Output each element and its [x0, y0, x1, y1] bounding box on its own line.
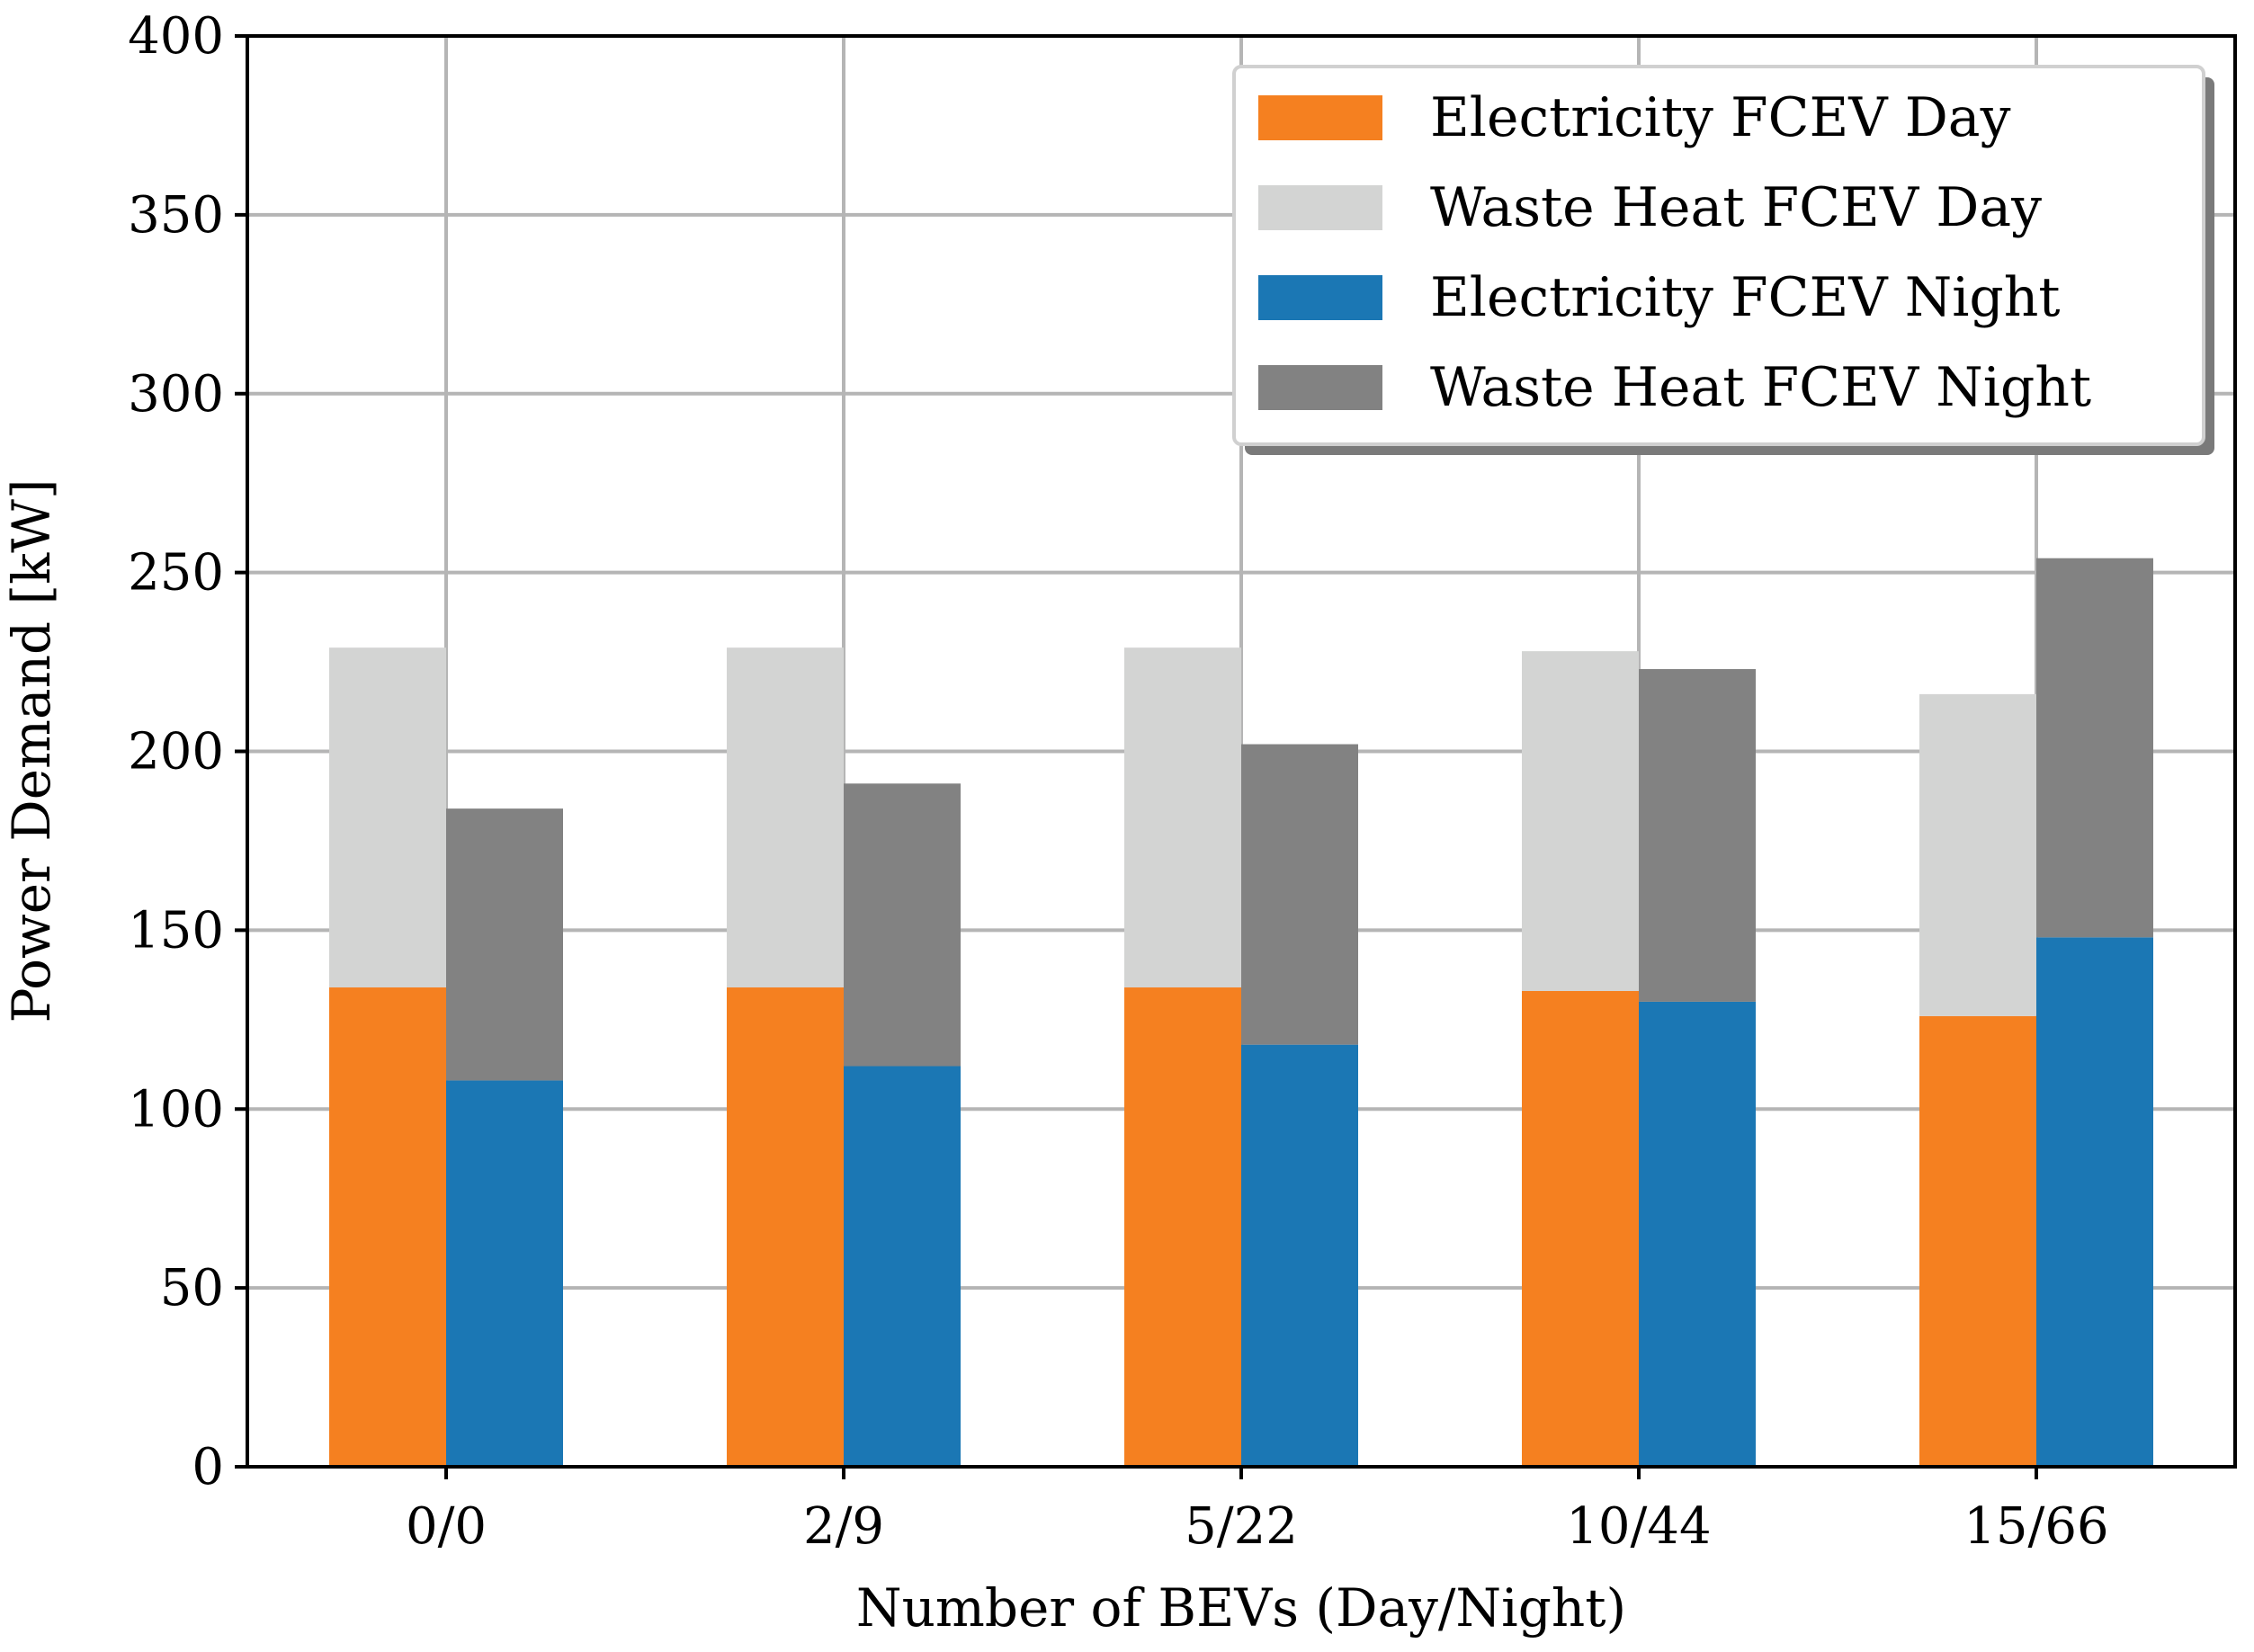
legend-swatch — [1258, 185, 1382, 230]
x-tick-label: 10/44 — [1566, 1497, 1711, 1556]
y-tick-label: 350 — [128, 186, 224, 245]
y-axis-title: Power Demand [kW] — [1, 478, 62, 1022]
waste-heat-fcev-day-bar — [1124, 647, 1241, 988]
x-tick-label: 5/22 — [1185, 1497, 1298, 1556]
waste-heat-fcev-night-bar — [1241, 744, 1358, 1045]
ticks-layer: 0 50 100 150 200 250 300 350 400 0/0 2/9 5/22 10/44 1… — [128, 7, 2109, 1556]
x-tick-label: 0/0 — [406, 1497, 487, 1556]
electricity-fcev-night-bar — [1639, 1001, 1756, 1467]
bars-layer — [329, 558, 2153, 1467]
electricity-fcev-night-bar — [446, 1080, 563, 1467]
x-axis-title: Number of BEVs (Day/Night) — [856, 1577, 1626, 1639]
legend: Electricity FCEV Day Waste Heat FCEV Day E… — [1232, 65, 2214, 455]
electricity-fcev-day-bar — [727, 987, 844, 1467]
y-tick-label: 50 — [160, 1259, 224, 1317]
electricity-fcev-night-bar — [844, 1066, 961, 1467]
electricity-fcev-day-bar — [1919, 1015, 2036, 1467]
legend-swatch — [1258, 365, 1382, 410]
waste-heat-fcev-night-bar — [1639, 669, 1756, 1002]
y-tick-label: 300 — [128, 365, 224, 424]
waste-heat-fcev-day-bar — [1919, 693, 2036, 1016]
waste-heat-fcev-night-bar — [844, 783, 961, 1067]
waste-heat-fcev-night-bar — [2036, 558, 2153, 938]
y-tick-label: 150 — [128, 901, 224, 960]
waste-heat-fcev-day-bar — [727, 647, 844, 988]
legend-label: Electricity FCEV Day — [1430, 86, 2011, 149]
electricity-fcev-night-bar — [2036, 937, 2153, 1467]
waste-heat-fcev-day-bar — [1522, 651, 1639, 991]
legend-label: Waste Heat FCEV Night — [1430, 356, 2091, 419]
y-tick-label: 200 — [128, 723, 224, 781]
legend-label: Electricity FCEV Night — [1430, 266, 2061, 329]
electricity-fcev-day-bar — [1522, 990, 1639, 1467]
y-tick-label: 400 — [128, 7, 224, 66]
legend-box — [1232, 65, 2205, 446]
y-tick-label: 0 — [192, 1438, 224, 1496]
x-tick-label: 15/66 — [1963, 1497, 2108, 1556]
y-tick-label: 100 — [128, 1080, 224, 1139]
waste-heat-fcev-day-bar — [329, 647, 446, 988]
y-tick-label: 250 — [128, 544, 224, 603]
electricity-fcev-day-bar — [329, 987, 446, 1467]
legend-label: Waste Heat FCEV Day — [1430, 176, 2042, 239]
legend-swatch — [1258, 95, 1382, 140]
x-tick-label: 2/9 — [803, 1497, 884, 1556]
electricity-fcev-night-bar — [1241, 1044, 1358, 1467]
waste-heat-fcev-night-bar — [446, 808, 563, 1081]
legend-swatch — [1258, 275, 1382, 320]
electricity-fcev-day-bar — [1124, 987, 1241, 1467]
